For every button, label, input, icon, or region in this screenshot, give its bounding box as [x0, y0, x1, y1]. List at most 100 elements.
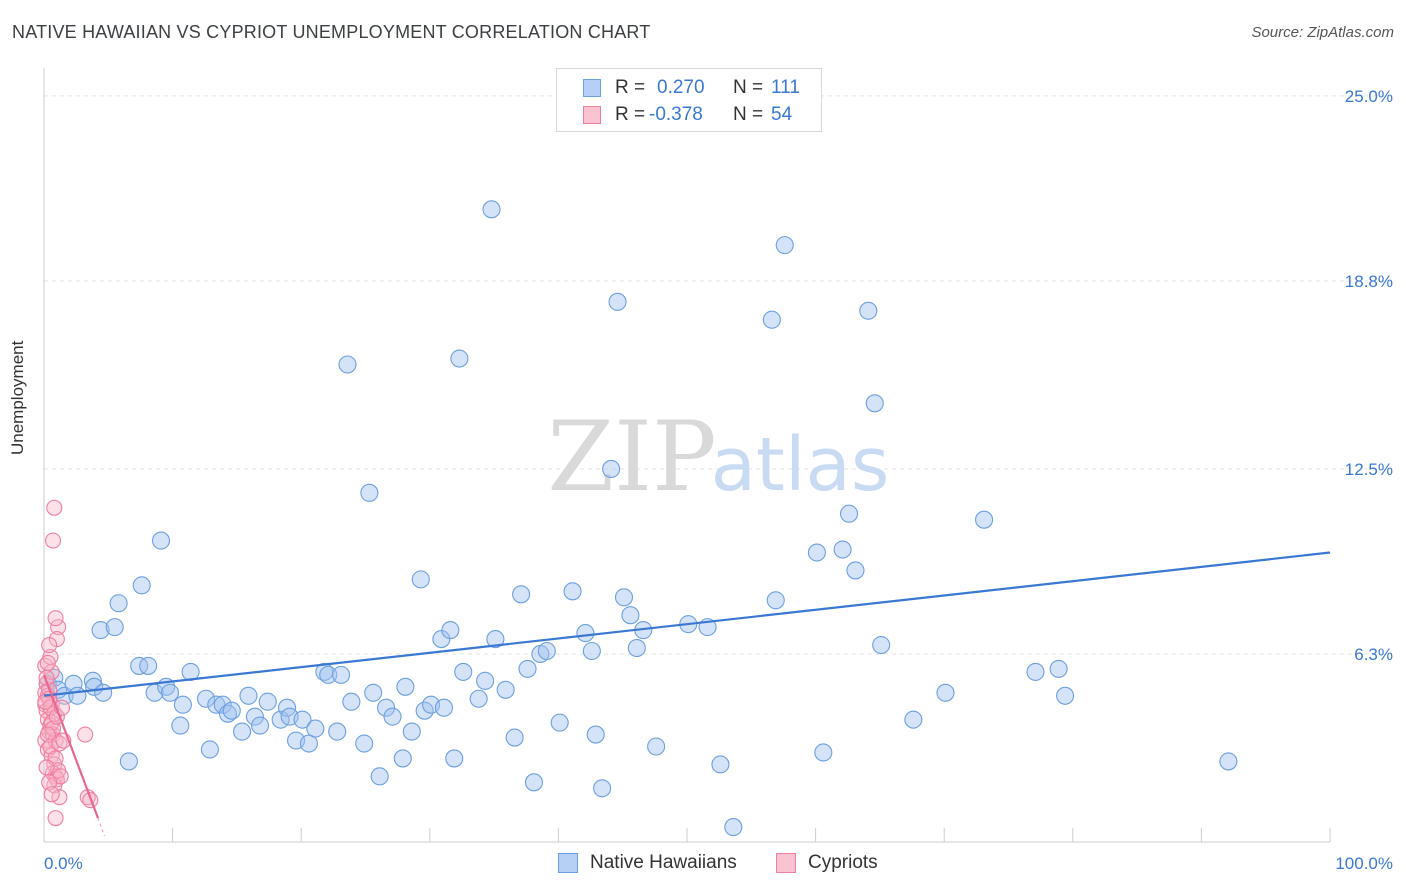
bottom-legend-label: Cypriots: [808, 852, 878, 873]
native-hawaiians-point: [450, 349, 469, 368]
native-hawaiians-point: [328, 722, 347, 741]
native-hawaiians-point: [807, 543, 826, 562]
native-hawaiians-point: [550, 713, 569, 732]
tick-labels: 6.3% 12.5% 18.8% 25.0% 0.0% 100.0%: [44, 87, 1393, 873]
stats-legend: R = 0.270 N = 111 R = -0.378 N = 54: [556, 68, 822, 132]
native-hawaiians-point: [319, 665, 338, 684]
native-hawaiians-trend-line: [43, 551, 1331, 697]
native-hawaiians-point: [342, 692, 361, 711]
native-hawaiians-point: [109, 594, 128, 613]
native-hawaiians-point: [1056, 686, 1075, 705]
cypriots-trend-extension: [97, 817, 106, 837]
native-hawaiians-point: [338, 355, 357, 374]
native-hawaiians-point: [608, 292, 627, 311]
native-hawaiians-point: [496, 680, 515, 699]
native-hawaiians-point: [476, 671, 495, 690]
cypriots-point: [38, 759, 55, 776]
watermark-zip: ZIP: [547, 401, 716, 513]
native-hawaiians-point: [151, 531, 171, 550]
native-hawaiians-point: [537, 641, 556, 661]
legend-swatch-native-hawaiians: [583, 79, 601, 97]
native-hawaiians-point: [833, 540, 852, 559]
y-tick-label: 18.8%: [1345, 272, 1393, 291]
native-hawaiians-point: [904, 710, 923, 729]
native-hawaiians-point: [454, 662, 473, 681]
y-tick-label: 6.3%: [1354, 645, 1393, 664]
cypriots-point: [77, 726, 94, 743]
legend-r-value: -0.378: [649, 104, 703, 125]
x-tick-label-max: 100.0%: [1335, 854, 1393, 873]
native-hawaiians-point: [482, 200, 501, 219]
bottom-legend-label: Native Hawaiians: [590, 852, 737, 873]
native-hawaiians-point: [370, 767, 389, 786]
y-axis-label: Unemployment: [8, 340, 27, 455]
native-hawaiians-point: [396, 677, 415, 696]
native-hawaiians-point: [196, 689, 216, 708]
native-hawaiians-point: [355, 734, 374, 753]
grid-lines: [44, 95, 1394, 655]
legend-n-value: 111: [771, 77, 800, 98]
native-hawaiians-point: [91, 621, 110, 640]
native-hawaiians-point: [119, 752, 138, 771]
native-hawaiians-point: [518, 659, 537, 678]
native-hawaiians-point: [411, 570, 430, 589]
cypriots-trend-line: [42, 674, 100, 819]
trend-lines: [42, 551, 1331, 837]
native-hawaiians-point: [775, 236, 794, 255]
cypriots-point: [39, 654, 56, 671]
native-hawaiians-point: [839, 504, 859, 523]
legend-r-label: R =: [615, 77, 646, 98]
cypriots-point: [44, 532, 62, 549]
native-hawaiians-point: [859, 301, 878, 320]
native-hawaiians-point: [434, 698, 453, 717]
native-hawaiians-point: [846, 561, 865, 580]
native-hawaiians-point: [377, 698, 396, 717]
cypriots-point: [50, 619, 67, 636]
watermark-atlas: atlas: [711, 422, 890, 508]
native-hawaiians-point: [383, 707, 402, 726]
legend-r-value: 0.270: [657, 77, 705, 98]
legend-n-label: N =: [733, 104, 764, 125]
native-hawaiians-point: [250, 716, 270, 735]
native-hawaiians-point: [627, 638, 646, 658]
native-hawaiians-point: [814, 743, 833, 762]
native-hawaiians-point: [505, 728, 524, 747]
native-hawaiians-point: [647, 737, 666, 756]
native-hawaiians-point: [936, 683, 955, 702]
native-hawaiians-point: [586, 725, 605, 744]
native-hawaiians-point: [872, 635, 891, 655]
native-hawaiians-point: [299, 734, 318, 753]
native-hawaiians-point: [469, 689, 488, 708]
native-hawaiians-point: [975, 510, 994, 529]
native-hawaiians-point: [563, 582, 582, 601]
native-hawaiians-point: [171, 716, 190, 735]
cypriots-point: [37, 693, 54, 710]
cypriots-point: [46, 499, 63, 516]
native-hawaiians-point: [1026, 662, 1045, 681]
native-hawaiians-point: [245, 707, 264, 726]
native-hawaiians-points: [38, 200, 1238, 837]
native-hawaiians-point: [360, 483, 379, 502]
legend-swatch-cypriots: [583, 106, 601, 124]
native-hawaiians-point: [94, 683, 113, 702]
cypriots-point: [47, 610, 64, 627]
legend-n-label: N =: [733, 77, 764, 98]
native-hawaiians-point: [160, 683, 180, 702]
y-tick-label: 25.0%: [1345, 87, 1393, 106]
x-tick-label-min: 0.0%: [44, 854, 83, 873]
legend-n-value: 54: [771, 104, 793, 125]
native-hawaiians-point: [105, 618, 124, 637]
native-hawaiians-point: [724, 818, 743, 837]
native-hawaiians-point: [68, 686, 87, 705]
native-hawaiians-point: [1049, 659, 1068, 678]
y-tick-label: 12.5%: [1345, 460, 1393, 479]
native-hawaiians-point: [865, 394, 884, 413]
source-label: Source: ZipAtlas.com: [1251, 24, 1394, 41]
native-hawaiians-point: [173, 695, 192, 714]
native-hawaiians-point: [332, 665, 351, 684]
native-hawaiians-point: [239, 686, 258, 705]
cypriots-point: [41, 636, 58, 654]
native-hawaiians-point: [593, 779, 612, 798]
native-hawaiians-point: [766, 591, 785, 610]
native-hawaiians-point: [222, 701, 241, 720]
